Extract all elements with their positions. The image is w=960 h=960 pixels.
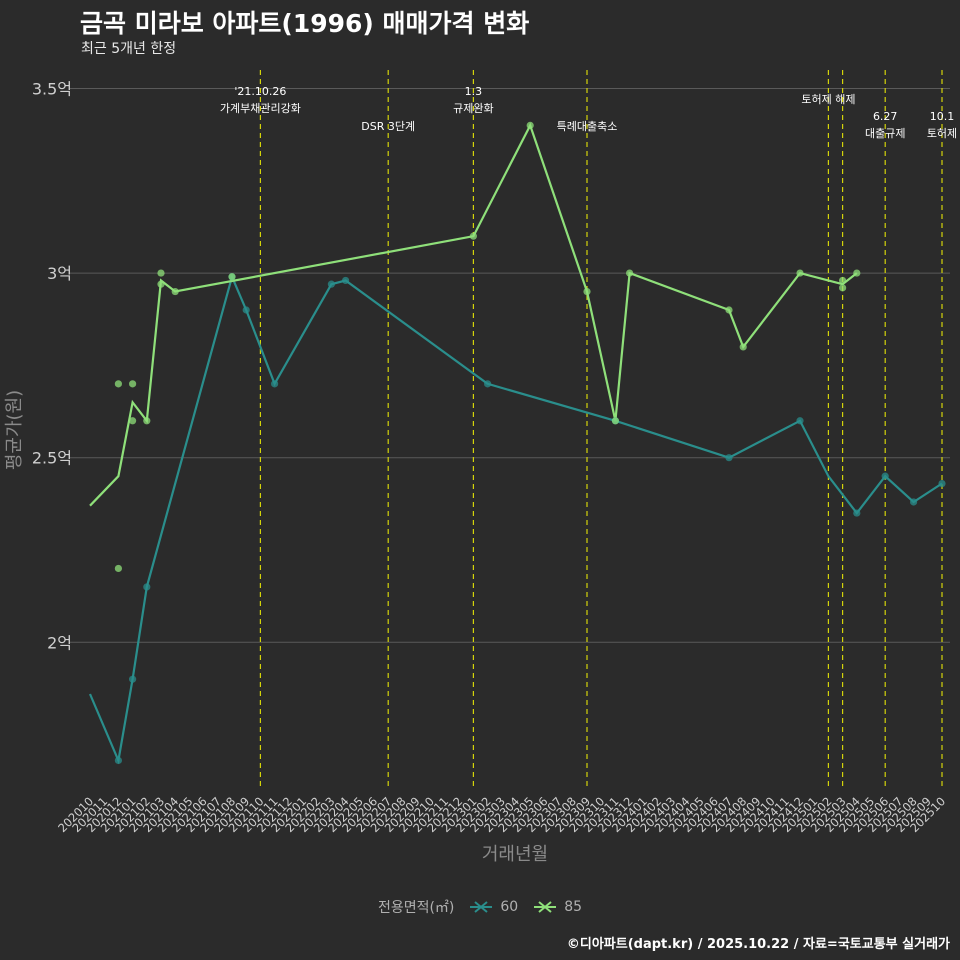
data-point-85	[583, 287, 591, 296]
data-point-60	[129, 675, 137, 683]
data-point-85	[796, 269, 804, 277]
legend-key-60-icon	[470, 901, 493, 913]
data-point-60	[725, 454, 733, 462]
chart-subtitle: 최근 5개년 한정	[81, 41, 177, 57]
data-point-60	[484, 380, 492, 388]
data-point-85	[157, 269, 165, 277]
data-point-85	[114, 564, 122, 573]
event-label: 규제완화	[453, 102, 493, 115]
legend: 전용면적(㎡) 60 85	[0, 897, 960, 917]
data-point-60	[910, 498, 918, 506]
legend-label-85: 85	[564, 899, 583, 915]
legend-label-60: 60	[500, 899, 519, 915]
data-point-85	[526, 121, 534, 129]
data-point-85	[839, 284, 847, 292]
event-label: 가계부채관리강화	[220, 102, 301, 115]
data-point-60	[143, 583, 151, 591]
event-label: 대출규제	[865, 127, 905, 140]
data-point-85	[839, 276, 847, 285]
data-point-85	[739, 343, 747, 351]
data-points	[114, 121, 946, 765]
data-point-85	[853, 269, 861, 277]
source-caption: ©디아파트(dapt.kr) / 2025.10.22 / 자료=국토교통부 실…	[566, 937, 950, 952]
event-label: 1.3	[465, 85, 483, 98]
data-point-60	[327, 280, 335, 288]
x-axis: 2020102020112020122021012021022021032021…	[55, 794, 948, 835]
y-tick-label: 3.5억	[32, 79, 72, 98]
legend-title: 전용면적(㎡)	[377, 900, 455, 916]
data-point-85	[129, 380, 137, 388]
event-label: 10.1	[930, 110, 955, 123]
y-tick-label: 3억	[47, 264, 72, 283]
data-point-85	[143, 417, 151, 425]
event-label: 토허제 해제	[801, 92, 855, 106]
data-point-60	[114, 756, 122, 765]
event-label: '21.10.26	[234, 85, 286, 98]
data-point-85	[228, 273, 236, 281]
series-line-85	[89, 122, 858, 507]
legend-key-85-icon	[534, 901, 557, 913]
legend-item-60: 60	[468, 898, 518, 916]
grid-lines	[70, 87, 950, 643]
data-point-60	[796, 417, 804, 425]
data-point-60	[938, 479, 946, 488]
y-tick-label: 2억	[47, 633, 72, 652]
data-point-60	[271, 380, 279, 388]
data-point-85	[626, 269, 634, 277]
event-label: 특례대출축소	[557, 120, 618, 133]
series-line-60	[88, 273, 943, 765]
data-point-85	[129, 417, 137, 425]
data-point-60	[853, 509, 861, 517]
data-point-60	[342, 276, 350, 285]
data-point-85	[157, 280, 165, 288]
data-point-85	[725, 306, 733, 314]
y-tick-label: 2.5억	[32, 449, 72, 468]
y-axis-label: 평균가(원)	[4, 390, 25, 470]
event-label: 6.27	[873, 110, 898, 123]
data-point-60	[881, 472, 889, 480]
data-point-85	[469, 232, 477, 240]
data-point-85	[171, 287, 179, 296]
event-label: DSR 3단계	[361, 120, 415, 133]
event-label: 토허제	[927, 127, 957, 140]
chart-title: 금곡 미라보 아파트(1996) 매매가격 변화	[80, 9, 530, 38]
data-point-85	[611, 417, 620, 425]
data-point-60	[242, 306, 250, 314]
series-lines	[88, 122, 943, 765]
x-axis-label: 거래년월	[482, 844, 548, 865]
data-point-85	[114, 380, 122, 388]
y-axis: 2억 2.5억 3억 3.5억	[32, 79, 72, 652]
legend-item-85: 85	[532, 898, 582, 916]
